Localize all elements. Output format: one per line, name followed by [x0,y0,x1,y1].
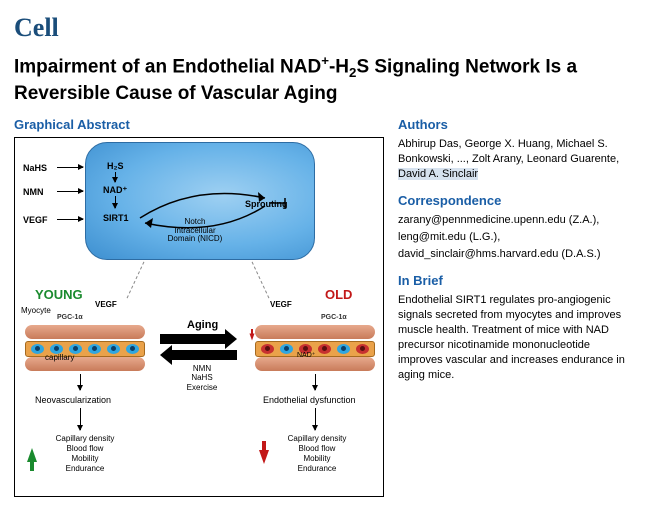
correspondence-line: zarany@pennmedicine.upenn.edu (Z.A.), [398,213,636,228]
arrow-icon [57,167,83,168]
arrow-icon [115,196,116,208]
graphical-abstract-figure: Endothelial cell NaHS NMN VEGF H₂S NAD⁺ … [14,137,384,497]
sirt1-label: SIRT1 [103,212,129,224]
correspondence-line: david_sinclair@hms.harvard.edu (D.A.S.) [398,247,636,262]
young-outcomes: Capillary densityBlood flowMobilityEndur… [45,434,125,474]
pgc-label: PGC-1α [55,313,85,322]
correspondence-heading: Correspondence [398,192,636,210]
graphical-abstract-heading: Graphical Abstract [14,116,384,134]
content-columns: Graphical Abstract Endothelial cell NaHS… [14,116,636,498]
arrow-icon [57,191,83,192]
reverse-arrow-icon [172,350,237,360]
left-column: Graphical Abstract Endothelial cell NaHS… [14,116,384,498]
old-tissue: PGC-1α [255,313,375,371]
pgc-label: PGC-1α [319,313,349,322]
in-brief-text: Endothelial SIRT1 regulates pro-angiogen… [398,293,636,382]
dashed-line [252,262,270,299]
arrow-icon [80,408,81,430]
red-down-arrow-icon [259,450,269,464]
authors-list: Abhirup Das, George X. Huang, Michael S.… [398,137,636,182]
young-label: YOUNG [35,286,83,304]
nahs-label: NaHS [23,162,47,174]
highlighted-author: David A. Sinclair [398,168,478,180]
arrow-icon [80,374,81,390]
old-outcomes: Capillary densityBlood flowMobilityEndur… [277,434,357,474]
nad-small-label: NAD⁺ [297,351,315,360]
article-title: Impairment of an Endothelial NAD+-H2S Si… [14,53,636,105]
endothelial-dysfunction-label: Endothelial dysfunction [263,394,356,406]
h2s-label: H₂S [107,160,124,172]
journal-name: Cell [14,10,636,45]
in-brief-heading: In Brief [398,272,636,290]
green-up-arrow-icon [27,448,37,462]
young-tissue: PGC-1α [25,313,145,371]
nad-label: NAD⁺ [103,184,127,196]
arrow-icon [57,219,83,220]
red-down-arrow-icon [250,334,255,341]
young-capillary [25,341,145,357]
authors-heading: Authors [398,116,636,134]
neovascularization-label: Neovascularization [35,394,111,406]
aging-arrow-icon [160,334,225,344]
capillary-label: capillary [45,353,74,364]
nmn-label: NMN [23,186,44,198]
arrow-icon [315,374,316,390]
aging-label: Aging [187,318,218,333]
vegf-small-label: VEGF [270,300,292,311]
arrow-icon [115,172,116,182]
reverse-list: NMNNaHSExercise [177,364,227,392]
arrow-icon [315,408,316,430]
vegf-label: VEGF [23,214,48,226]
vegf-small-label: VEGF [95,300,117,311]
old-label: OLD [325,286,352,304]
correspondence-line: leng@mit.edu (L.G.), [398,230,636,245]
dashed-line [127,262,145,299]
pathway-cycle-icon [135,178,295,248]
right-column: Authors Abhirup Das, George X. Huang, Mi… [398,116,636,498]
